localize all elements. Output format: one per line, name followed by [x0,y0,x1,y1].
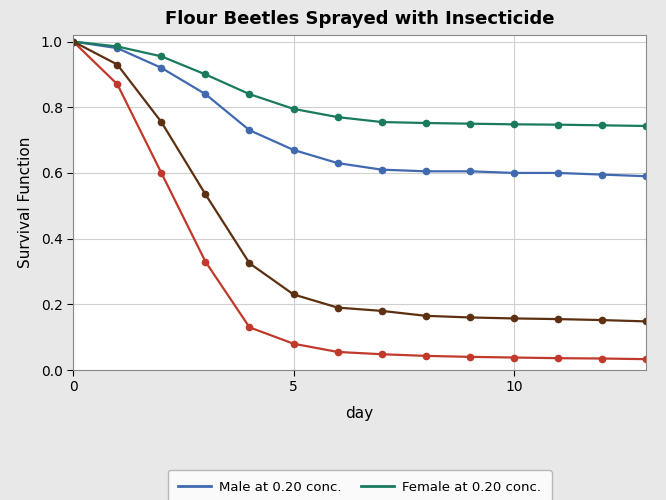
Title: Flour Beetles Sprayed with Insecticide: Flour Beetles Sprayed with Insecticide [165,10,554,28]
X-axis label: day: day [346,406,374,420]
Y-axis label: Survival Function: Survival Function [17,137,33,268]
Legend: Male at 0.20 conc., Male at 0.80 conc., Female at 0.20 conc., Female at 0.80 con: Male at 0.20 conc., Male at 0.80 conc., … [168,470,551,500]
